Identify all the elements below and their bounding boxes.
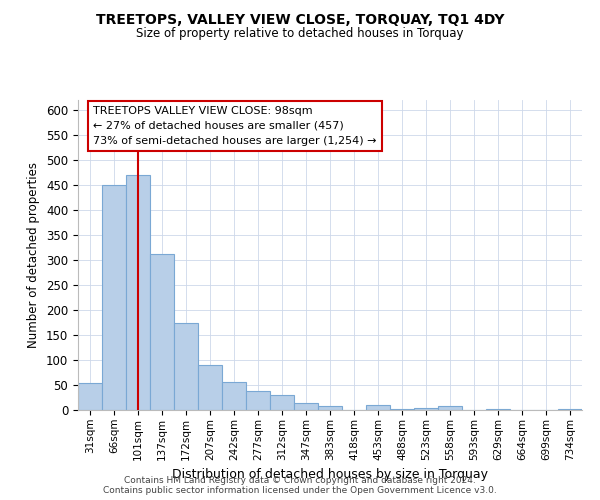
X-axis label: Distribution of detached houses by size in Torquay: Distribution of detached houses by size … [172, 468, 488, 481]
Bar [294, 402, 318, 410]
Bar [222, 382, 246, 410]
Bar [414, 408, 438, 410]
Bar [126, 175, 150, 410]
Bar [390, 409, 414, 410]
Bar [366, 405, 390, 410]
Bar [246, 391, 270, 410]
Bar [558, 409, 582, 410]
Text: Contains HM Land Registry data © Crown copyright and database right 2024.
Contai: Contains HM Land Registry data © Crown c… [103, 476, 497, 495]
Bar [486, 409, 510, 410]
Text: TREETOPS VALLEY VIEW CLOSE: 98sqm
← 27% of detached houses are smaller (457)
73%: TREETOPS VALLEY VIEW CLOSE: 98sqm ← 27% … [93, 106, 377, 146]
Bar [198, 365, 222, 410]
Bar [78, 382, 102, 410]
Bar [438, 406, 462, 410]
Text: Size of property relative to detached houses in Torquay: Size of property relative to detached ho… [136, 28, 464, 40]
Text: TREETOPS, VALLEY VIEW CLOSE, TORQUAY, TQ1 4DY: TREETOPS, VALLEY VIEW CLOSE, TORQUAY, TQ… [96, 12, 504, 26]
Bar [150, 254, 174, 410]
Bar [270, 395, 294, 410]
Bar [102, 185, 126, 410]
Bar [174, 322, 198, 410]
Bar [318, 406, 342, 410]
Y-axis label: Number of detached properties: Number of detached properties [28, 162, 40, 348]
